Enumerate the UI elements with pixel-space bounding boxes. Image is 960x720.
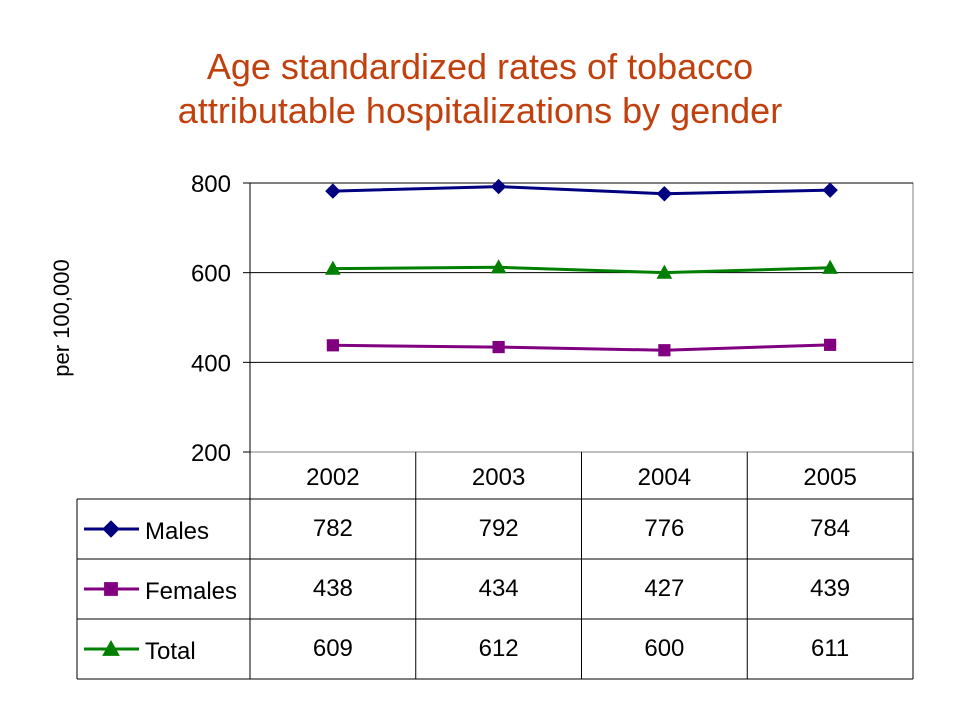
data-label: 612 <box>479 635 519 662</box>
legend-key-marker <box>102 520 120 538</box>
data-label: 782 <box>313 515 353 542</box>
data-label: 784 <box>810 515 850 542</box>
data-label: 609 <box>313 635 353 662</box>
data-point-males <box>325 183 341 199</box>
data-point-males <box>490 178 507 195</box>
chart-title-line-1: Age standardized rates of tobacco <box>206 46 754 87</box>
x-category-label: 2002 <box>306 464 359 491</box>
data-point-total <box>325 260 341 275</box>
data-point-females <box>658 344 671 357</box>
data-point-males <box>656 186 673 202</box>
y-axis-label: per 100,000 <box>49 259 74 376</box>
legend-label-females: Females <box>145 578 237 605</box>
series-line-females <box>332 343 831 352</box>
y-tick-label: 800 <box>191 171 231 198</box>
plot-area <box>249 182 914 453</box>
data-point-total <box>656 264 673 279</box>
x-category-label: 2005 <box>803 464 856 491</box>
legend-key-marker <box>104 582 118 596</box>
legend-label-males: Males <box>145 518 209 545</box>
legend-label-total: Total <box>145 638 196 665</box>
data-point-total <box>490 259 507 274</box>
y-tick-label: 200 <box>191 440 231 467</box>
series-line-males <box>332 185 831 196</box>
data-label: 611 <box>811 635 849 662</box>
chart-title-line-2: attributable hospitalizations by gender <box>177 90 783 131</box>
y-tick-label: 400 <box>191 350 231 377</box>
y-tick-label: 600 <box>191 261 231 288</box>
data-label: 600 <box>644 635 684 662</box>
data-point-total <box>822 259 838 274</box>
data-point-females <box>326 339 339 352</box>
data-label: 776 <box>644 515 684 542</box>
x-category-label: 2003 <box>472 464 525 491</box>
data-label: 438 <box>313 575 353 602</box>
data-point-females <box>824 338 837 351</box>
data-point-males <box>822 182 838 198</box>
legend-key-marker <box>102 639 120 656</box>
data-label: 427 <box>644 575 684 602</box>
x-category-label: 2004 <box>638 464 691 491</box>
data-label: 439 <box>810 575 850 602</box>
data-label: 792 <box>479 515 519 542</box>
data-label: 434 <box>479 575 519 602</box>
chart-title: Age standardized rates of tobacco attrib… <box>0 45 960 133</box>
data-point-females <box>492 340 505 354</box>
series-line-total <box>332 265 831 275</box>
